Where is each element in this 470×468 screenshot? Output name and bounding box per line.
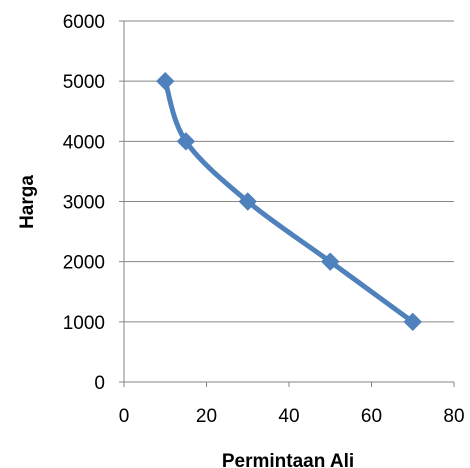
y-tick-label-1000: 1000 (63, 313, 105, 334)
x-tick-labels: 0 20 40 60 80 (119, 406, 465, 427)
x-tick-label-20: 20 (196, 406, 217, 427)
y-tick-label-3000: 3000 (63, 193, 105, 214)
x-tick-label-40: 40 (278, 406, 299, 427)
data-point-marker (176, 132, 196, 151)
x-tick-label-60: 60 (361, 406, 382, 427)
y-tick-label-4000: 4000 (63, 132, 105, 153)
x-tick-label-80: 80 (443, 406, 464, 427)
x-tick-label-0: 0 (119, 406, 130, 427)
data-point-marker (156, 71, 175, 91)
data-point-marker (238, 192, 257, 211)
y-tick-label-2000: 2000 (63, 253, 105, 274)
y-tick-labels: 0 1000 2000 3000 4000 5000 6000 (63, 12, 105, 394)
data-point-marker (321, 252, 340, 271)
gridlines (119, 20, 455, 387)
series-group (156, 71, 422, 332)
x-axis-title: Permintaan Ali (222, 451, 354, 468)
y-tick-label-5000: 5000 (63, 72, 105, 93)
y-tick-label-0: 0 (94, 373, 105, 394)
y-axis-title: Harga (17, 175, 38, 229)
y-tick-label-6000: 6000 (63, 12, 105, 33)
data-point-marker (403, 312, 422, 332)
